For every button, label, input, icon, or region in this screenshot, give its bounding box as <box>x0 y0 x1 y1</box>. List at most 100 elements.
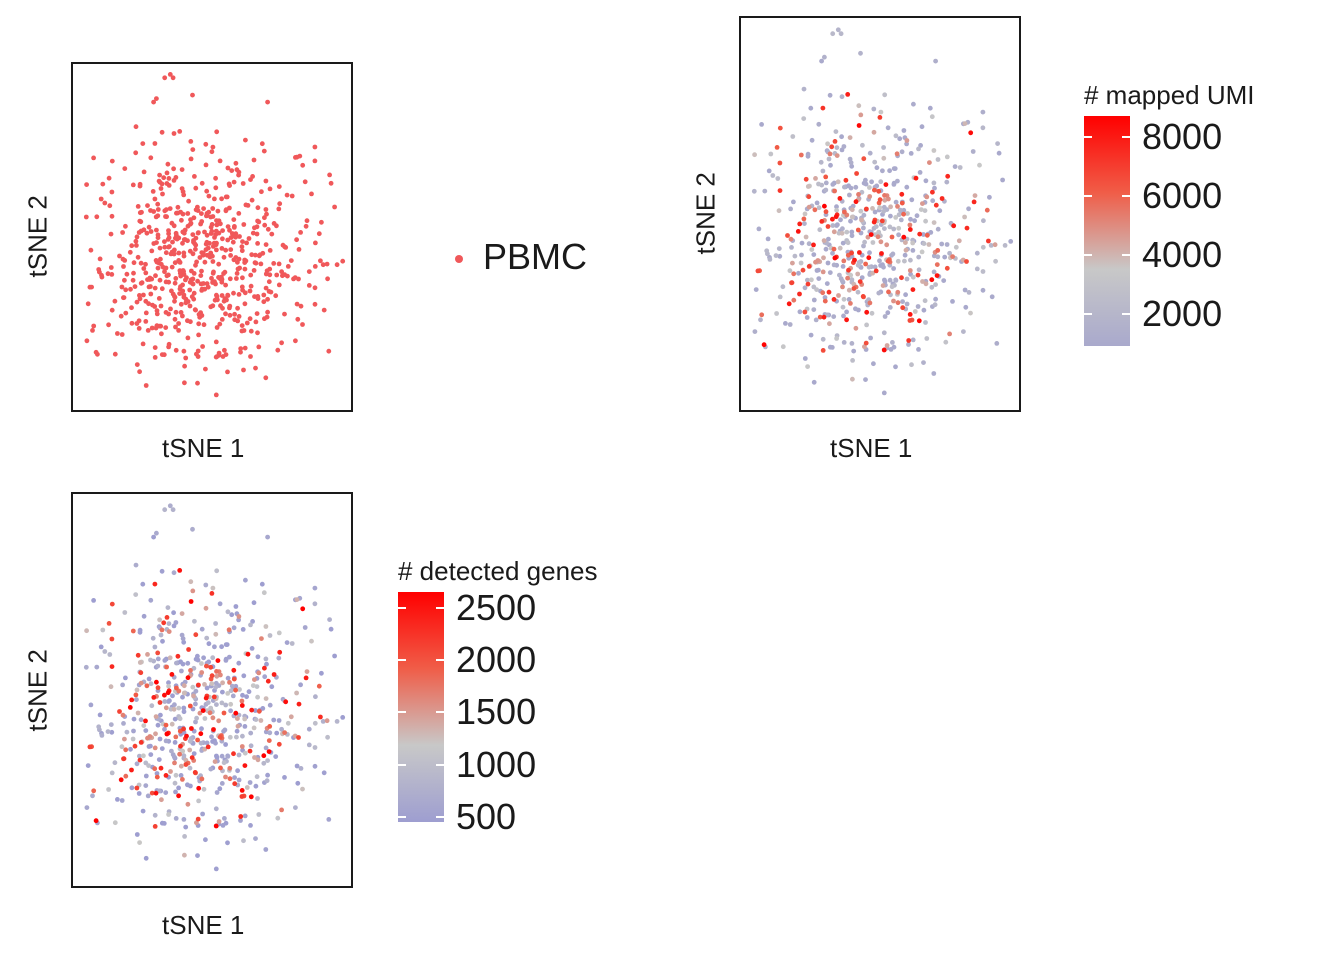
genes-point <box>199 726 204 732</box>
sample-point <box>108 265 114 270</box>
genes-point <box>146 763 151 768</box>
sample-point <box>143 310 149 316</box>
sample-point <box>221 254 227 260</box>
sample-point <box>318 258 323 264</box>
sample-point <box>181 230 187 236</box>
umi-point <box>980 269 986 274</box>
genes-point <box>247 748 253 754</box>
sample-point <box>187 303 193 309</box>
umi-point <box>867 194 873 199</box>
umi-point <box>777 294 783 300</box>
sample-point <box>133 150 139 156</box>
sample-point <box>222 347 227 353</box>
umi-point <box>884 343 890 348</box>
umi-point <box>787 322 793 327</box>
sample-point <box>211 240 217 246</box>
sample-point <box>255 205 261 211</box>
genes-point <box>219 781 225 786</box>
sample-point <box>276 261 282 267</box>
genes-point <box>122 736 127 742</box>
umi-point <box>921 307 927 313</box>
umi-point <box>820 348 826 353</box>
sample-point <box>189 294 195 300</box>
sample-point <box>248 354 253 359</box>
sample-point <box>312 301 318 307</box>
sample-point <box>179 217 184 223</box>
sample-point <box>296 247 302 252</box>
sample-point <box>300 322 305 327</box>
sample-point <box>240 239 245 245</box>
genes-point <box>193 701 198 707</box>
umi-point <box>858 208 864 214</box>
umi-point <box>890 340 895 345</box>
genes-point <box>181 639 187 645</box>
genes-point <box>117 709 122 714</box>
umi-point <box>780 344 786 350</box>
genes-point <box>243 577 248 583</box>
sample-point <box>134 321 140 326</box>
umi-point <box>752 329 758 334</box>
genes-point <box>138 717 144 723</box>
genes-point <box>265 678 271 684</box>
umi-point <box>827 321 832 327</box>
genes-point <box>259 581 265 587</box>
umi-point <box>893 133 899 139</box>
genes-point <box>271 672 277 677</box>
genes-point <box>256 812 262 817</box>
sample-point <box>177 129 183 134</box>
umi-point <box>896 212 902 218</box>
umi-point <box>840 304 846 310</box>
umi-point <box>944 242 950 247</box>
umi-point <box>993 258 998 264</box>
colorbar-title-umi: # mapped UMI <box>1084 80 1255 110</box>
sample-point <box>237 234 242 239</box>
genes-point <box>256 670 262 676</box>
genes-point <box>164 731 170 737</box>
sample-point <box>83 214 89 220</box>
sample-point <box>148 284 153 289</box>
genes-point <box>271 717 277 723</box>
umi-point <box>867 185 872 190</box>
genes-point <box>100 627 106 633</box>
sample-point <box>312 144 318 150</box>
sample-point <box>201 322 207 328</box>
umi-point <box>759 122 764 127</box>
genes-point <box>178 763 184 769</box>
umi-point <box>826 236 831 242</box>
umi-point <box>848 272 854 278</box>
genes-point <box>237 687 242 692</box>
umi-point <box>825 141 830 147</box>
umi-point <box>804 315 810 320</box>
umi-point <box>797 309 803 315</box>
umi-point <box>855 289 861 295</box>
sample-point <box>244 240 250 246</box>
sample-point <box>91 323 97 329</box>
genes-point <box>186 647 191 652</box>
umi-point <box>831 262 837 268</box>
umi-point <box>816 267 821 273</box>
genes-point <box>118 777 124 783</box>
sample-point <box>148 291 154 297</box>
sample-point <box>185 211 191 216</box>
genes-point <box>242 750 248 756</box>
genes-colorbar-tick-mark <box>436 815 444 818</box>
umi-point <box>805 151 811 157</box>
umi-point <box>813 317 819 323</box>
sample-point <box>194 259 199 265</box>
sample-point <box>177 291 182 296</box>
genes-point <box>134 697 139 702</box>
genes-point <box>93 818 99 824</box>
umi-point <box>895 289 901 295</box>
genes-point <box>265 758 270 763</box>
genes-point <box>169 748 174 754</box>
umi-point <box>853 306 858 312</box>
genes-point <box>152 766 158 772</box>
umi-point <box>902 258 907 264</box>
sample-point <box>198 273 204 278</box>
sample-point <box>198 281 204 287</box>
sample-point <box>269 231 275 237</box>
sample-point <box>155 232 161 238</box>
genes-point <box>217 786 223 792</box>
umi-point <box>947 331 952 337</box>
umi-point <box>887 277 893 283</box>
